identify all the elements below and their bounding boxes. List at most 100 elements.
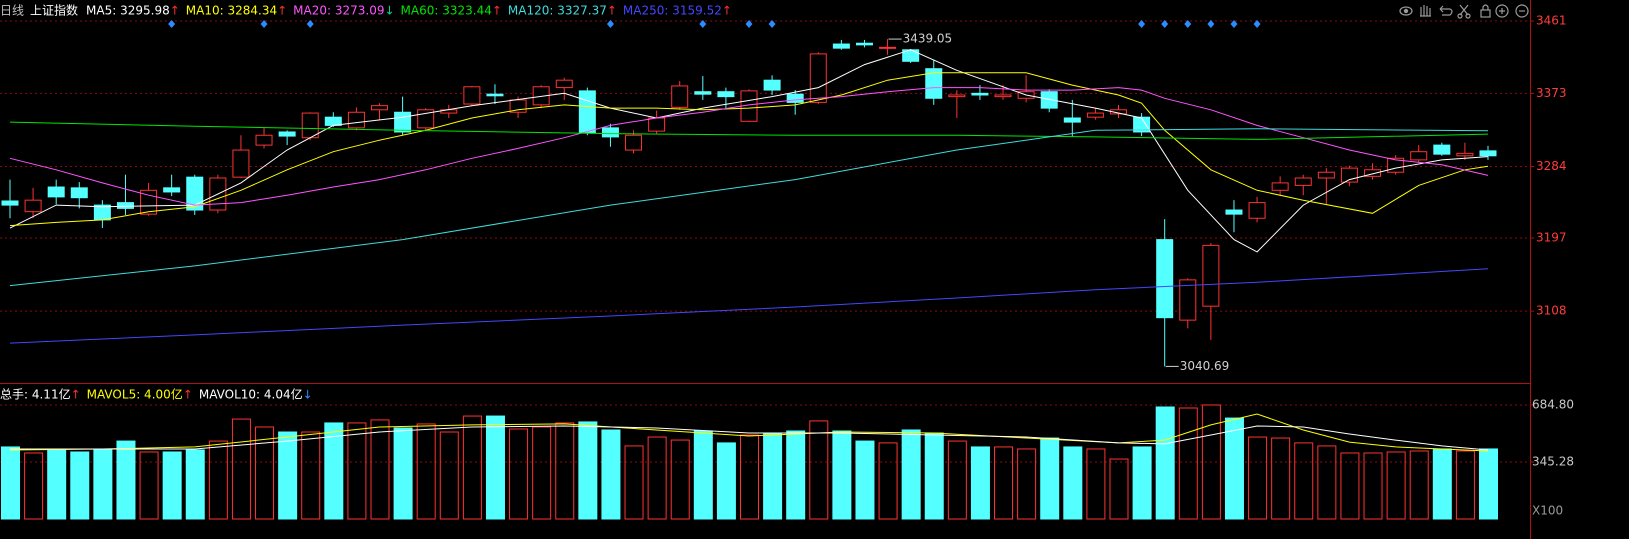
volume-bar xyxy=(301,431,321,520)
candle-body xyxy=(809,53,827,103)
legend-arrow: ↑ xyxy=(607,4,617,18)
volume-bar xyxy=(647,436,667,520)
y-tick-label: 3108 xyxy=(1536,304,1567,318)
candle-body xyxy=(1040,91,1058,109)
zoom-out-icon[interactable] xyxy=(1515,4,1529,18)
scissors-ring xyxy=(1465,13,1471,19)
y-tick-label: 3284 xyxy=(1536,159,1567,173)
signal-marker xyxy=(1207,20,1215,28)
candle-body xyxy=(463,86,481,105)
candle-body xyxy=(925,68,943,99)
volume-bar xyxy=(1201,404,1221,520)
legend-label: MA5: 3295.98 xyxy=(86,4,170,18)
volume-bar xyxy=(1,446,20,520)
candle-body xyxy=(1364,169,1382,177)
candle-body xyxy=(232,149,250,178)
signal-marker xyxy=(306,20,314,28)
low-annotation: 3040.69 xyxy=(1180,359,1230,373)
zoom-in-icon[interactable] xyxy=(1495,4,1509,18)
period-label: 日线 xyxy=(0,4,24,18)
volume-bar xyxy=(1340,452,1360,520)
legend-arrow: ↑ xyxy=(170,4,180,18)
volume-bar xyxy=(416,423,436,520)
signal-marker xyxy=(260,20,268,28)
volume-bar xyxy=(1040,437,1060,520)
ma-line xyxy=(9,121,1489,140)
volume-bar xyxy=(278,431,298,520)
signal-marker xyxy=(745,20,753,28)
undo-icon[interactable] xyxy=(1439,5,1453,16)
candle-body xyxy=(671,85,689,108)
candle-body xyxy=(163,187,181,193)
ma-line xyxy=(9,87,1489,206)
volume-bar xyxy=(1271,437,1291,520)
candle-body xyxy=(1456,152,1474,157)
volume-bar xyxy=(1479,448,1498,520)
volume-bar xyxy=(924,432,944,520)
signal-marker xyxy=(1230,20,1238,28)
volume-bar xyxy=(994,446,1014,520)
volume-bar xyxy=(716,442,736,520)
legend-label: MA20: 3273.09 xyxy=(293,4,384,18)
legend-arrow: ↑ xyxy=(277,4,287,18)
legend-label: MA120: 3327.37 xyxy=(508,4,607,18)
zoom-in-plus xyxy=(1499,8,1505,14)
candle-body xyxy=(1202,244,1220,307)
volume-bar xyxy=(324,422,344,520)
ma-line xyxy=(9,413,1489,452)
index-title: 上证指数 xyxy=(30,3,78,18)
volume-bar xyxy=(370,419,390,520)
volume-bar xyxy=(740,434,759,520)
candle-body xyxy=(994,94,1012,98)
legend-label: MA60: 3323.44 xyxy=(401,4,492,18)
volume-bar xyxy=(1386,451,1406,520)
candle-body xyxy=(1248,202,1266,219)
candle-body xyxy=(832,43,850,49)
y-tick-label: 3197 xyxy=(1536,230,1567,244)
candle-body xyxy=(648,117,666,132)
y-tick-label: 684.80 xyxy=(1532,398,1574,412)
candle-body xyxy=(1294,177,1312,186)
signal-marker xyxy=(606,20,614,28)
candle-body xyxy=(786,93,804,103)
volume-bar xyxy=(208,440,228,520)
y-tick-label: 3373 xyxy=(1536,86,1567,100)
volume-bar xyxy=(70,451,90,520)
volume-bar xyxy=(1224,417,1244,520)
candle-body xyxy=(1225,209,1243,215)
volume-bar xyxy=(1294,442,1314,520)
volume-bar xyxy=(1178,407,1198,520)
scissors-icon[interactable] xyxy=(1459,4,1469,16)
volume-bar xyxy=(1086,448,1106,520)
volume-bar xyxy=(231,418,251,520)
volume-bar xyxy=(439,431,459,520)
legend-label: MAVOL5: 4.00亿 xyxy=(87,387,183,402)
volume-bar xyxy=(878,442,898,520)
volume-bar xyxy=(1363,452,1383,520)
candle-body xyxy=(1,200,19,206)
candle-body xyxy=(1086,112,1104,118)
volume-bar xyxy=(162,451,182,520)
eye-icon[interactable] xyxy=(1399,6,1413,16)
volume-bar xyxy=(24,452,44,520)
candle-body xyxy=(278,131,296,137)
legend-arrow: ↓ xyxy=(303,388,313,402)
volume-bar xyxy=(786,430,806,520)
volume-bar xyxy=(1432,448,1452,520)
hand-icon[interactable] xyxy=(1420,5,1431,17)
volume-bar xyxy=(116,440,136,520)
candle-body xyxy=(1133,116,1151,133)
volume-bar xyxy=(624,445,644,520)
lock-icon[interactable] xyxy=(1480,9,1491,18)
legend-arrow: ↑ xyxy=(183,388,193,402)
scissors-ring xyxy=(1457,13,1463,19)
volume-bar xyxy=(532,426,552,520)
candle-body xyxy=(971,92,989,96)
volume-bar xyxy=(1409,450,1429,520)
toolbar[interactable] xyxy=(1399,4,1529,19)
candle-body xyxy=(694,91,712,95)
legend-label: MAVOL10: 4.04亿 xyxy=(199,387,303,402)
signal-marker xyxy=(1184,20,1192,28)
